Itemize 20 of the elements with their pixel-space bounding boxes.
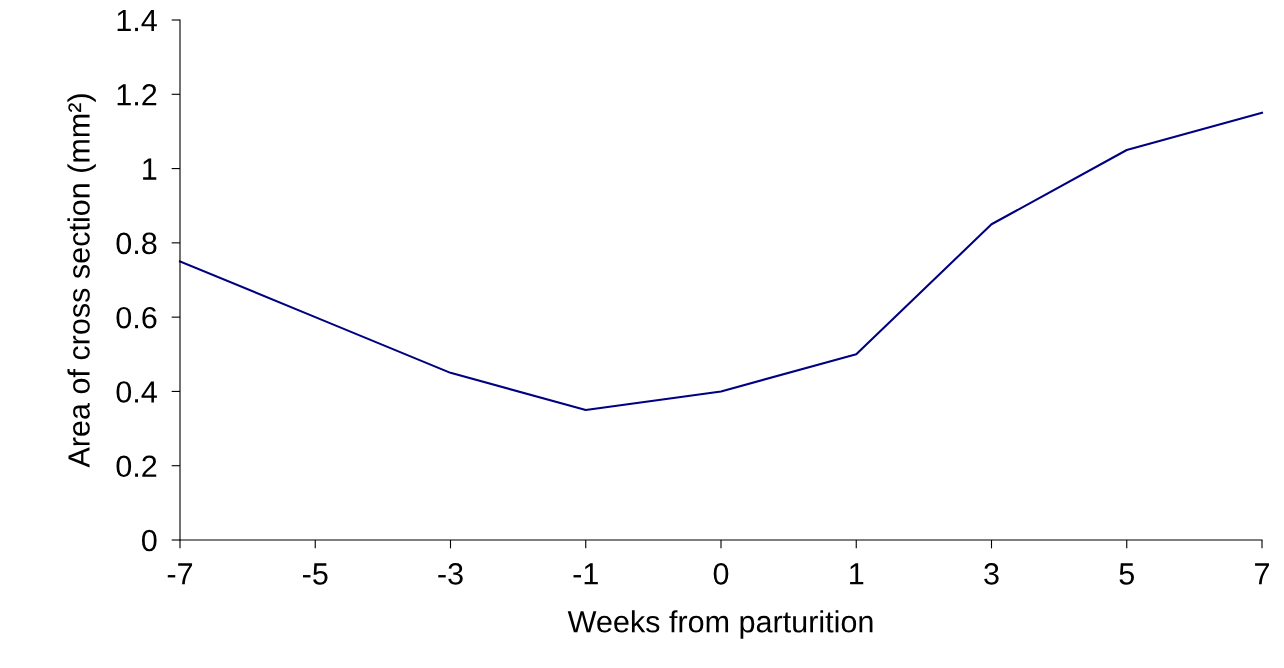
- x-tick-label: -5: [303, 563, 328, 585]
- y-tick-label: 0.8: [116, 232, 157, 255]
- line-series: [178, 111, 1264, 412]
- x-axis-title: Weeks from parturition: [567, 610, 873, 639]
- y-axis-title: Area of cross section (mm²): [67, 94, 96, 468]
- y-tick-label: 0: [141, 529, 157, 552]
- y-tick-label: 0.6: [116, 306, 157, 329]
- x-tick-label: 5: [1119, 563, 1134, 585]
- x-tick-label: 7: [1255, 563, 1269, 585]
- x-tick-label: 0: [713, 563, 729, 585]
- y-tick-label: 0.4: [116, 381, 157, 403]
- y-tick-label: 0.2: [116, 455, 157, 478]
- y-tick-label: 1.2: [117, 84, 157, 106]
- x-tick-label: -3: [438, 563, 463, 585]
- x-tick-label: 3: [984, 563, 999, 585]
- x-tick-label: 1: [850, 563, 864, 585]
- x-tick-label: -7: [167, 563, 193, 585]
- y-tick-label: 1: [143, 158, 157, 180]
- x-tick-label: -1: [573, 563, 598, 585]
- y-tick-label: 1.4: [117, 10, 157, 32]
